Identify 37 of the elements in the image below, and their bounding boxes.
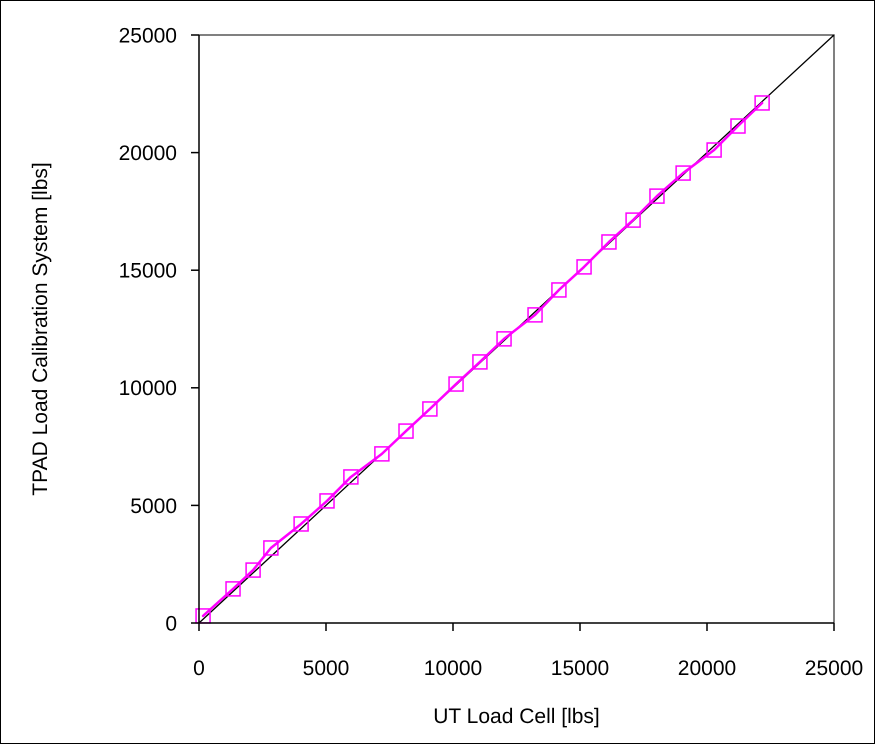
point bbox=[496, 331, 512, 347]
point bbox=[576, 259, 592, 275]
point bbox=[601, 234, 617, 250]
point bbox=[422, 401, 438, 417]
point bbox=[754, 95, 770, 111]
point bbox=[730, 118, 746, 134]
y-tick-label: 20000 bbox=[118, 142, 177, 165]
y-tick-label: 15000 bbox=[118, 260, 177, 283]
point bbox=[245, 562, 261, 578]
point bbox=[472, 354, 488, 370]
point bbox=[448, 376, 464, 392]
y-tick-label: 25000 bbox=[118, 24, 177, 48]
x-axis-title: UT Load Cell [lbs] bbox=[433, 705, 600, 728]
point bbox=[649, 188, 665, 204]
point bbox=[527, 307, 543, 323]
y-tick-label: 10000 bbox=[118, 377, 177, 400]
point bbox=[398, 423, 414, 439]
y-axis-title: TPAD Load Calibration System [lbs] bbox=[29, 162, 52, 496]
point bbox=[343, 469, 359, 485]
point bbox=[319, 493, 335, 509]
x-tick-label: 25000 bbox=[804, 657, 864, 680]
point bbox=[625, 212, 641, 228]
x-tick-label: 15000 bbox=[550, 657, 610, 680]
x-tick-label: 10000 bbox=[424, 657, 482, 680]
x-tick-label: 0 bbox=[193, 657, 205, 680]
point bbox=[551, 282, 567, 298]
point bbox=[293, 516, 309, 532]
point bbox=[374, 446, 390, 462]
point bbox=[675, 165, 691, 181]
x-tick-label: 5000 bbox=[302, 657, 350, 680]
point bbox=[706, 142, 722, 158]
y-tick-label: 0 bbox=[165, 612, 177, 636]
point bbox=[225, 581, 241, 597]
y-tick-label: 5000 bbox=[130, 494, 177, 518]
point bbox=[263, 540, 279, 556]
point bbox=[195, 608, 211, 624]
x-tick-label: 20000 bbox=[678, 657, 736, 680]
